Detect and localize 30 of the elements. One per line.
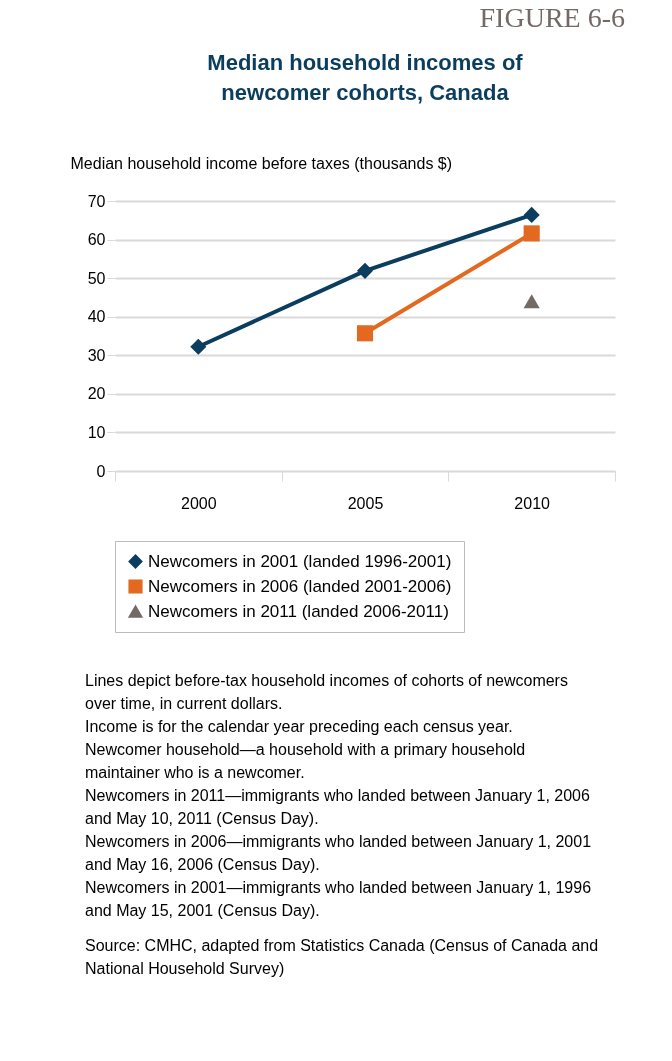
point: [356, 325, 374, 342]
y-tick-label: 50: [87, 269, 106, 287]
y-tick-label: 70: [87, 192, 106, 210]
y-tick-label: 30: [87, 346, 106, 364]
source-note: Source: CMHC, adapted from Statistics Canada (Census of Canada and National Household Survey): [85, 937, 599, 977]
y-tick-label: 20: [87, 385, 106, 403]
y-tick-label: 0: [96, 462, 106, 480]
text: Newcomers in 2011—immigrants who landed between January 1, 2006 and May 10, 2011 (Census Day).: [85, 787, 590, 827]
chart-title: Median household incomes of newcomer cohorts, Canada: [207, 50, 524, 105]
point: [356, 262, 374, 279]
y-tick-label: 60: [87, 231, 106, 249]
text: Income is for the calendar year preceding each census year.: [85, 718, 513, 735]
text: Newcomers in 2001—immigrants who landed between January 1, 1996 and May 15, 2001 (Census Day).: [85, 879, 592, 919]
point: [523, 206, 540, 223]
point: [190, 338, 207, 355]
point: [523, 225, 540, 242]
y-axis-title: Median household income before taxes (thousands $): [70, 154, 453, 172]
text: Newcomer household—a household with a primary household maintainer who is a newcomer.: [85, 741, 526, 781]
legend-label: Newcomers in 2006 (landed 2001-2006): [148, 576, 452, 596]
text: Newcomers in 2006—immigrants who landed between January 1, 2001 and May 16, 2006 (Census Day).: [85, 833, 592, 873]
point: [523, 294, 540, 309]
legend-label: Newcomers in 2011 (landed 2006-2011): [148, 601, 449, 621]
y-tick-label: 10: [87, 423, 106, 441]
legend-label: Newcomers in 2001 (landed 1996-2001): [148, 551, 452, 571]
y-tick-label: 40: [87, 308, 106, 326]
x-tick-label: 2000: [181, 494, 217, 512]
x-tick-label: 2010: [514, 494, 551, 512]
text: Lines depict before-tax household incomes of cohorts of newcomers over time, in current dollars.: [85, 672, 568, 712]
caption: FIGURE 6-6: [479, 2, 625, 33]
x-tick-label: 2005: [347, 494, 384, 512]
